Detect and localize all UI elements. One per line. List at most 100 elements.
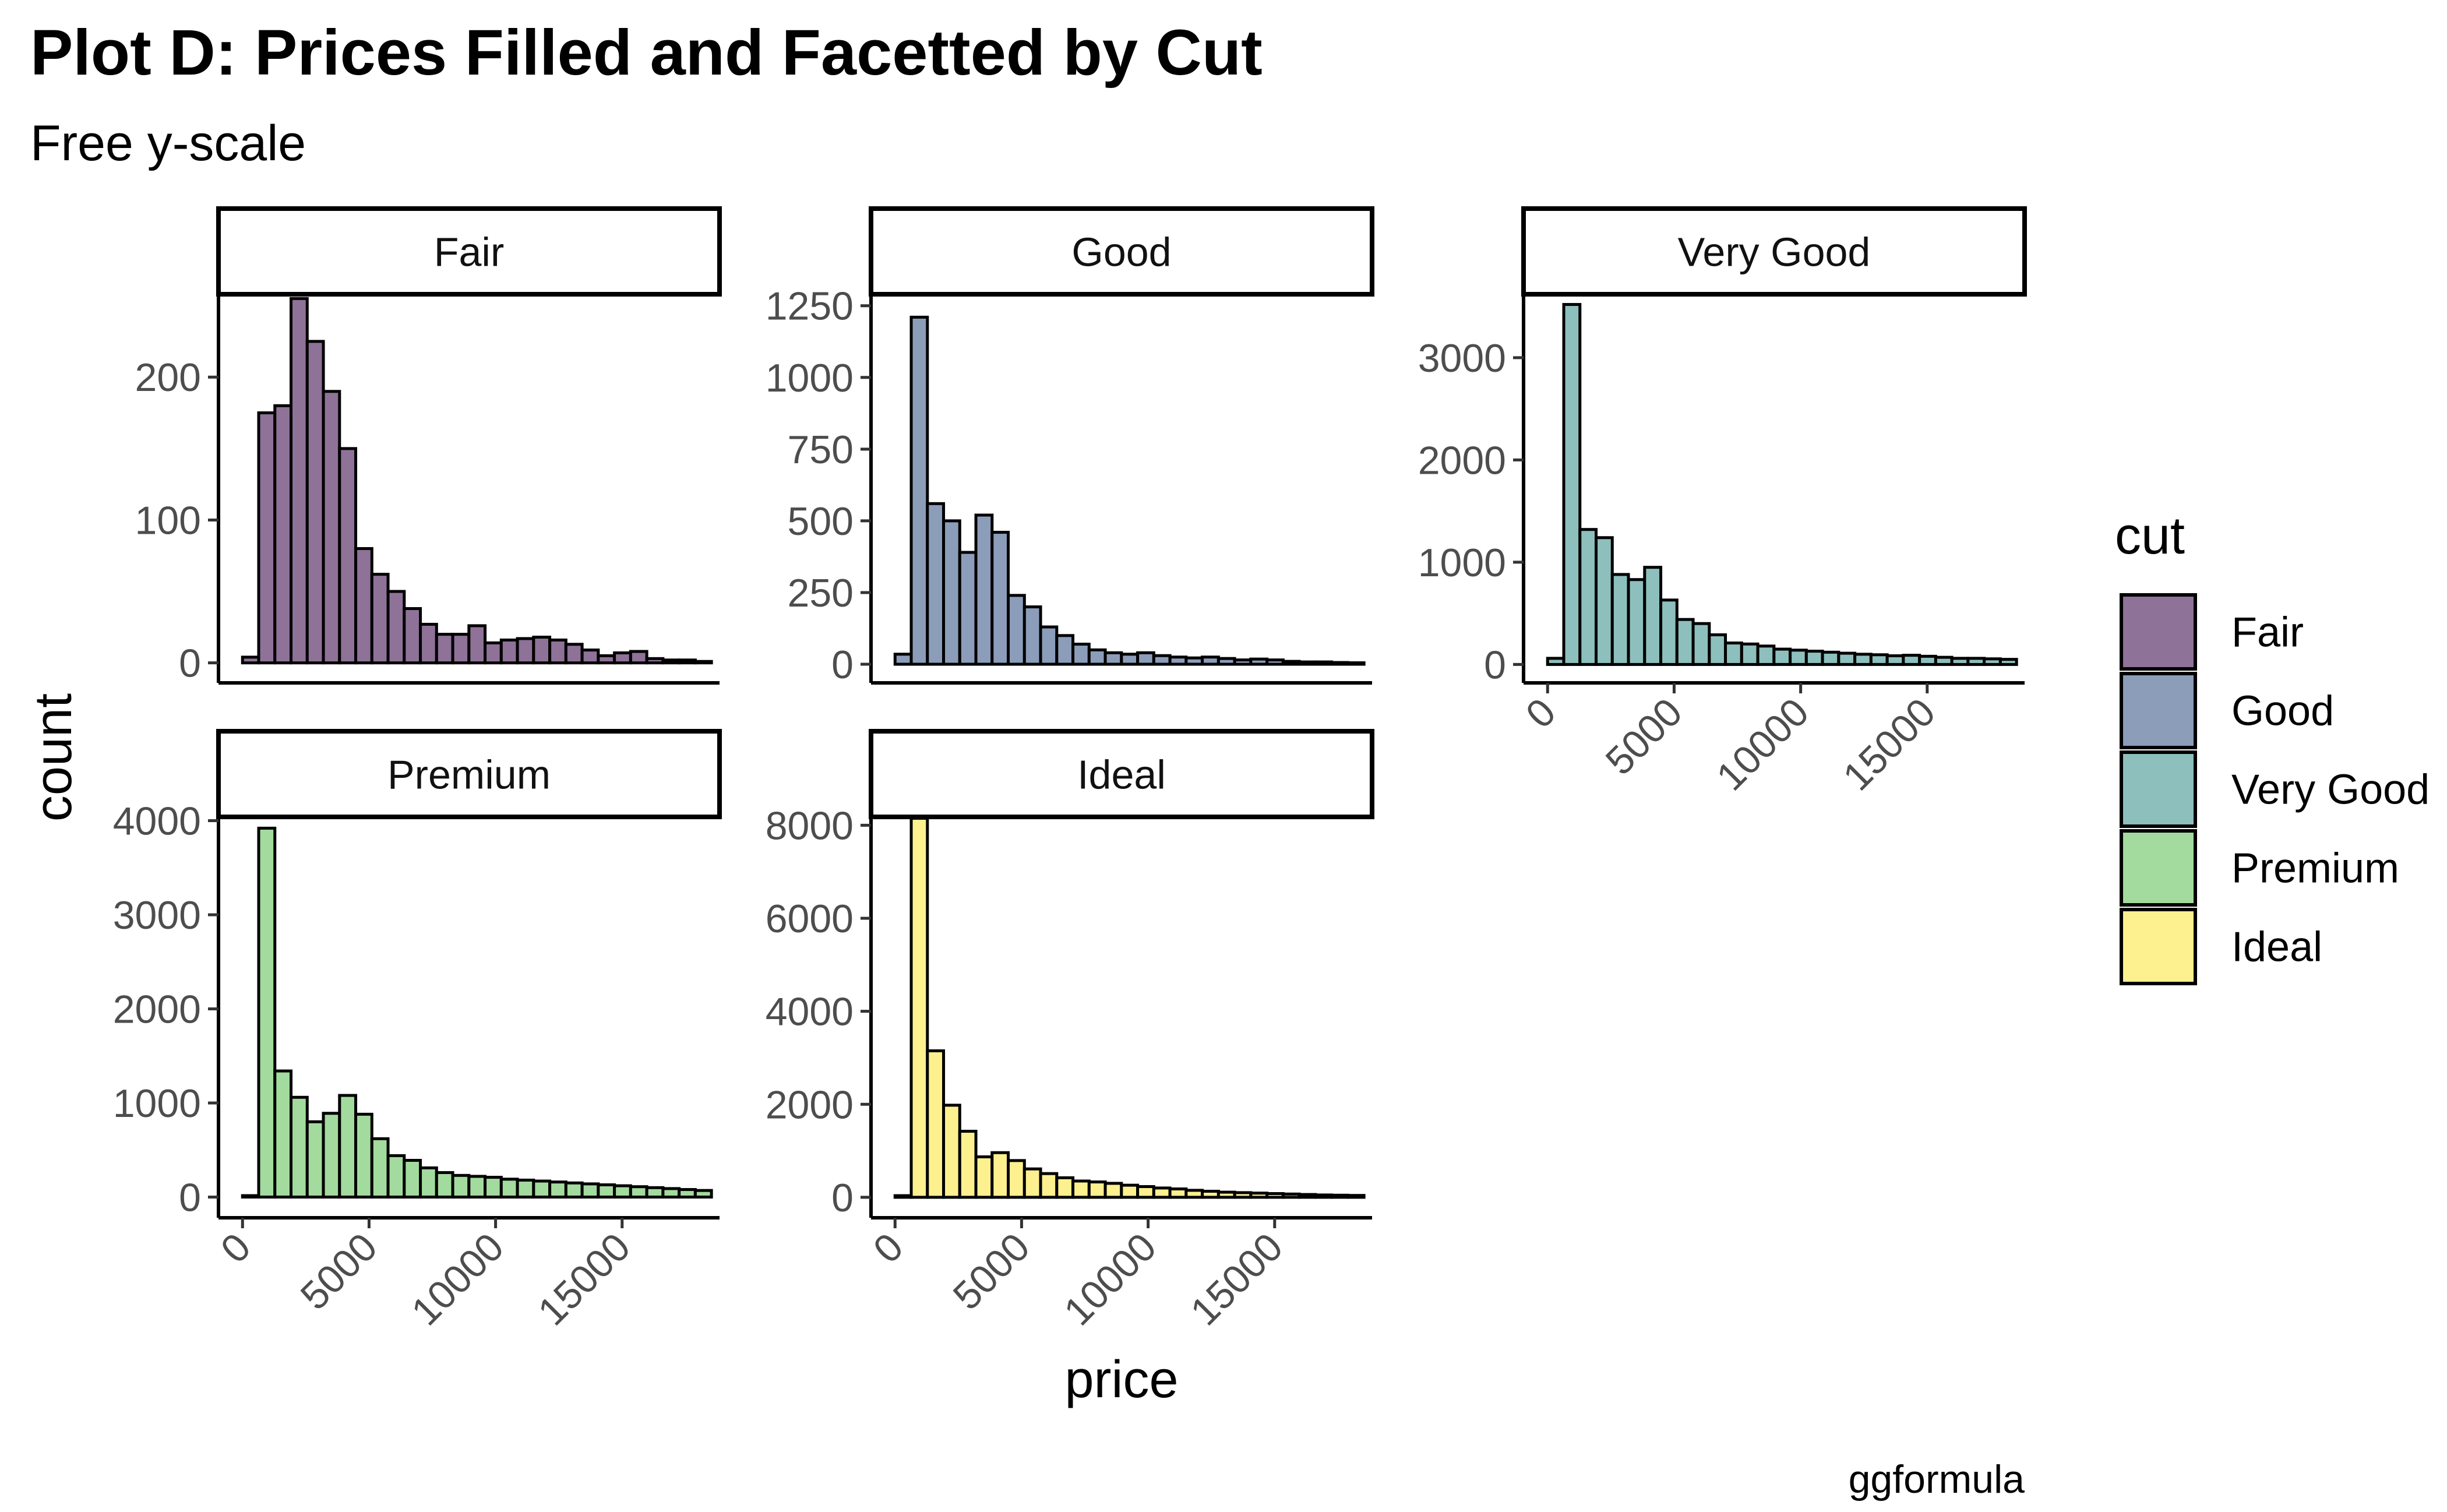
legend-swatch — [2120, 908, 2197, 985]
histogram-bar — [548, 638, 567, 665]
legend-swatch — [2120, 672, 2197, 749]
histogram-bar — [1168, 655, 1188, 666]
y-tick-label: 1000 — [766, 356, 854, 400]
legend-item-good: Good — [2119, 671, 2334, 750]
x-tick-label: 0 — [212, 1225, 259, 1271]
histogram-bar — [1152, 654, 1172, 666]
histogram-bar — [290, 1095, 309, 1199]
histogram-bar — [273, 1069, 293, 1199]
histogram-bar — [597, 654, 616, 665]
histogram-bar — [580, 648, 600, 665]
histogram-bar — [1297, 1193, 1317, 1199]
histogram-bar — [484, 641, 503, 665]
histogram-bar — [548, 1180, 567, 1199]
histogram-bar — [1562, 303, 1582, 666]
histogram-bar — [645, 1186, 665, 1199]
y-tick-label: 1000 — [113, 1081, 201, 1126]
histogram-bar — [1201, 655, 1220, 666]
legend-label: Very Good — [2231, 767, 2430, 813]
legend-label: Good — [2231, 688, 2334, 735]
histogram-bar — [1578, 528, 1598, 666]
histogram-bar — [1950, 657, 1970, 666]
histogram-bar — [370, 1137, 390, 1199]
histogram-bar — [990, 1151, 1010, 1199]
histogram-bar — [499, 638, 519, 665]
histogram-bar — [1740, 642, 1760, 666]
histogram-bar — [1120, 1183, 1140, 1199]
histogram-bar — [1201, 1190, 1220, 1199]
legend-swatch — [2120, 750, 2197, 828]
histogram-bar — [1007, 594, 1026, 666]
histogram-bar — [419, 622, 438, 665]
histogram-bar — [1087, 1180, 1107, 1199]
histogram-bar — [693, 1189, 713, 1199]
histogram-bar — [1885, 654, 1905, 666]
histogram-bar — [693, 660, 713, 665]
histogram-bar — [942, 1104, 961, 1199]
x-tick-label: 10000 — [1708, 690, 1817, 799]
histogram-bar — [322, 390, 341, 665]
histogram-bar — [1330, 661, 1349, 666]
histogram-bar — [613, 1184, 632, 1199]
histogram-bar — [516, 1178, 535, 1199]
histogram-bar — [1627, 578, 1646, 666]
histogram-bar — [1103, 1182, 1123, 1199]
y-tick-label: 0 — [179, 642, 201, 686]
histogram-bar — [1022, 605, 1042, 666]
histogram-bar — [484, 1176, 503, 1199]
facet-strip-label: Premium — [387, 752, 551, 798]
histogram-bar — [1610, 573, 1630, 666]
histogram-bar — [338, 1094, 358, 1199]
legend-swatch — [2120, 829, 2197, 907]
x-tick-label: 15000 — [530, 1225, 639, 1334]
x-tick-label: 5000 — [1597, 690, 1691, 784]
histogram-bar — [678, 1188, 697, 1199]
y-tick-label: 2000 — [1418, 438, 1506, 482]
histogram-bar — [451, 1173, 471, 1199]
histogram-bar — [1233, 1191, 1253, 1199]
histogram-bar — [1071, 1179, 1091, 1199]
y-tick-label: 250 — [788, 571, 854, 615]
histogram-bar — [1103, 651, 1123, 666]
histogram-bar — [1314, 660, 1334, 666]
histogram-bar — [661, 658, 681, 665]
y-tick-label: 1250 — [766, 284, 854, 329]
histogram-bar — [1330, 1193, 1349, 1199]
histogram-bar — [241, 655, 260, 665]
x-tick-label: 10000 — [403, 1225, 512, 1334]
histogram-bar — [1837, 651, 1857, 666]
histogram-bar — [1595, 536, 1614, 666]
histogram-bar — [257, 826, 277, 1199]
histogram-bar — [257, 411, 277, 665]
histogram-bar — [467, 1175, 487, 1199]
facet-panels: Fair 0 100 200 Good 0 250 500 750 1000 1250 Very Go… — [113, 206, 2027, 1334]
histogram-bar — [1281, 660, 1301, 666]
legend-item-very-good: Very Good — [2119, 750, 2430, 829]
facet-strip-fair — [216, 206, 722, 297]
y-tick-label: 2000 — [766, 1083, 854, 1127]
histogram-bar — [1071, 643, 1091, 666]
legend-item-ideal: Ideal — [2119, 907, 2322, 986]
histogram-bar — [1998, 658, 2018, 666]
histogram-bar — [532, 1179, 552, 1199]
histogram-bar — [1346, 1194, 1366, 1199]
histogram-bar — [435, 633, 454, 665]
y-tick-label: 0 — [831, 643, 854, 687]
histogram-bar — [974, 513, 994, 666]
histogram-bar — [645, 657, 665, 665]
histogram-bar — [451, 633, 471, 665]
histogram-bar — [1168, 1187, 1188, 1199]
histogram-bar — [435, 1171, 454, 1199]
histogram-bar — [893, 653, 913, 666]
histogram-bar — [1136, 651, 1155, 666]
legend-label: Premium — [2231, 845, 2399, 892]
facet-premium: Premium 0 1000 2000 3000 4000 0 5000 10000 15000 — [113, 729, 722, 1334]
x-axis-title: price — [1064, 1351, 1178, 1409]
histogram-bar — [322, 1112, 341, 1199]
histogram-bar — [273, 404, 293, 665]
histogram-bar — [1789, 648, 1808, 666]
histogram-bar — [909, 315, 929, 666]
histogram-bar — [241, 1194, 260, 1199]
histogram-bar — [1691, 622, 1711, 666]
